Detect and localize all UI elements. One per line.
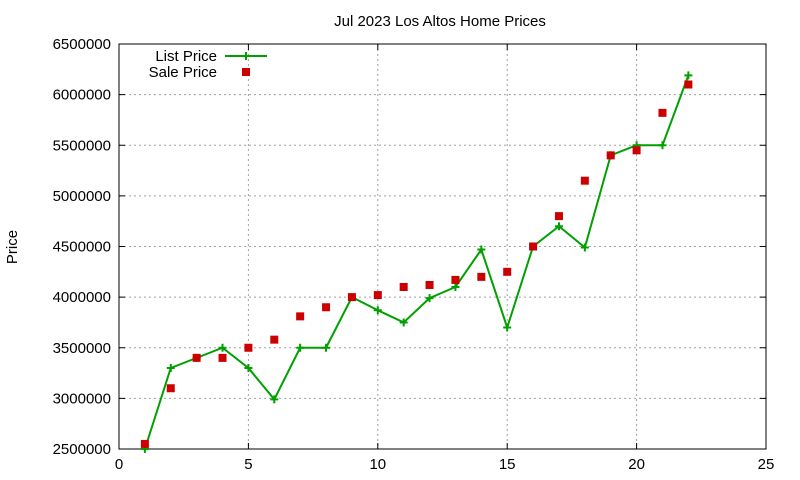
sale-price-point: [218, 353, 227, 362]
sale-price-point: [632, 146, 641, 155]
x-tick-label: 5: [244, 456, 252, 473]
list-price-point: [451, 283, 460, 291]
legend-label: Sale Price: [149, 64, 217, 81]
axis-ticks: 2500000 3000000 3500000 4000000 4500000 50000…: [53, 36, 775, 473]
y-tick-label: 5500000: [53, 137, 111, 154]
sale-price-point: [477, 272, 486, 281]
x-tick-label: 15: [499, 456, 516, 473]
x-tick-label: 0: [115, 456, 123, 473]
grid: [119, 44, 766, 449]
list-price-point: [580, 243, 589, 252]
sale-price-point: [399, 283, 408, 291]
list-price-point: [658, 141, 667, 150]
list-price-point: [166, 364, 175, 372]
sale-price-point: [166, 384, 175, 393]
sale-price-point: [529, 242, 538, 251]
sale-price-point: [373, 291, 382, 300]
sale-price-point: [658, 108, 667, 117]
list-price-point: [296, 343, 305, 352]
sale-price-point: [554, 212, 563, 221]
list-price-point: [373, 306, 382, 315]
sale-price-point: [270, 335, 279, 344]
list-price-point: [425, 294, 434, 303]
list-price-point: [503, 323, 512, 332]
sale-price-point: [296, 312, 305, 321]
legend-label: List Price: [155, 48, 217, 65]
sale-price-point: [580, 176, 589, 185]
y-tick-label: 3000000: [53, 390, 111, 407]
sale-price-point: [244, 343, 253, 352]
list-price-point: [399, 318, 408, 327]
sale-price-point: [451, 275, 460, 284]
y-tick-label: 4500000: [53, 239, 111, 256]
list-price-point: [477, 245, 486, 254]
list-price-point: [684, 71, 693, 80]
sale-price-point: [606, 151, 615, 160]
list-price-point: [244, 364, 253, 372]
x-tick-label: 20: [628, 456, 645, 473]
list-price-point: [554, 222, 563, 231]
sale-price-point: [192, 353, 201, 362]
x-tick-label: 10: [369, 456, 386, 473]
list-price-point: [218, 343, 227, 352]
plot-frame: [118, 43, 767, 450]
y-tick-label: 4000000: [53, 289, 111, 306]
sale-price-point: [140, 439, 149, 448]
y-tick-label: 6500000: [53, 36, 111, 53]
y-tick-label: 6000000: [53, 87, 111, 104]
sale-price-point: [425, 280, 434, 289]
sale-price-point: [322, 303, 331, 312]
x-tick-label: 25: [758, 456, 775, 473]
y-tick-label: 5000000: [53, 188, 111, 205]
y-tick-label: 3500000: [53, 340, 111, 357]
sale-price-point: [684, 80, 693, 89]
y-tick-label: 2500000: [53, 441, 111, 458]
sale-price-point: [503, 267, 512, 276]
chart-title: Jul 2023 Los Altos Home Prices: [334, 13, 546, 30]
legend-point-swatch: [242, 68, 250, 76]
list-price-line: [143, 75, 690, 450]
list-price-point: [322, 343, 331, 352]
y-axis-label: Price: [4, 230, 21, 264]
sale-price-point: [347, 293, 356, 302]
list-price-point: [270, 395, 279, 404]
plot-series: [140, 71, 693, 453]
